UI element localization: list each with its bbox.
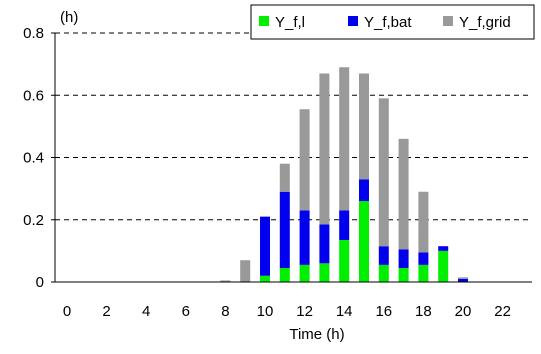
bar-segment-series-2 [398, 138, 409, 250]
legend-entry: Y_f,l [275, 14, 305, 31]
x-axis-label: Time (h) [289, 326, 344, 343]
bar-segment-series-0 [319, 263, 330, 282]
bar-segment-series-2 [299, 109, 310, 211]
legend: Y_f,l Y_f,bat Y_f,grid [250, 4, 535, 40]
x-tick-label: 18 [415, 303, 432, 320]
x-tick-label: 20 [455, 303, 472, 320]
x-tick-label: 10 [257, 303, 274, 320]
bar-segment-series-2 [319, 73, 330, 225]
bar-segment-series-2 [240, 260, 251, 282]
y-tick-label: 0.6 [23, 87, 44, 104]
bar-segment-series-0 [359, 201, 369, 282]
x-tick-label: 6 [182, 303, 190, 320]
legend-entry: Y_f,bat [364, 14, 412, 31]
legend-entry: Y_f,grid [459, 14, 511, 31]
bar-segment-series-1 [418, 252, 429, 265]
bar-segment-series-2 [359, 73, 369, 180]
x-tick-label: 4 [142, 303, 150, 320]
y-tick-label: 0 [36, 274, 44, 291]
bar-segment-series-0 [299, 264, 310, 282]
x-tick-labels: 0 2 4 6 8 10 12 14 16 18 20 22 [63, 303, 511, 320]
y-tick-label: 0.2 [23, 212, 44, 229]
y-tick-label: 0.8 [23, 25, 44, 42]
bars [220, 67, 468, 282]
bar-segment-series-1 [299, 210, 310, 265]
bar-segment-series-1 [398, 249, 409, 268]
bar-segment-series-2 [418, 191, 429, 253]
x-tick-label: 8 [221, 303, 229, 320]
bar-segment-series-2 [220, 280, 231, 282]
bar-segment-series-1 [279, 191, 290, 268]
bar-segment-series-1 [319, 224, 330, 264]
bar-segment-series-1 [458, 278, 468, 282]
x-tick-label: 16 [375, 303, 392, 320]
bar-segment-series-1 [339, 210, 350, 240]
bar-segment-series-0 [339, 239, 350, 282]
bar-segment-series-1 [378, 246, 389, 265]
bar-segment-series-0 [418, 264, 429, 282]
bar-segment-series-0 [398, 267, 409, 282]
x-tick-label: 2 [102, 303, 110, 320]
x-tick-label: 12 [296, 303, 313, 320]
y-axis-label: (h) [60, 9, 78, 26]
y-tick-labels: 0 0.2 0.4 0.6 0.8 [23, 25, 44, 291]
legend-swatch [443, 16, 453, 26]
x-tick-label: 14 [336, 303, 353, 320]
x-tick-label: 0 [63, 303, 71, 320]
legend-swatch [259, 16, 269, 26]
legend-swatch [348, 16, 358, 26]
bar-segment-series-1 [359, 179, 369, 202]
legend-box [250, 4, 535, 40]
gridlines [55, 32, 532, 221]
bar-segment-series-2 [279, 163, 290, 192]
bar-segment-series-0 [260, 275, 270, 282]
bar-segment-series-0 [378, 264, 389, 282]
bar-segment-series-1 [260, 216, 270, 276]
bar-segment-series-0 [438, 250, 449, 282]
bar-segment-series-2 [378, 98, 389, 247]
axes [51, 32, 532, 283]
bar-segment-series-0 [279, 267, 290, 282]
x-tick-label: 22 [494, 303, 511, 320]
bar-segment-series-2 [458, 277, 468, 279]
bar-segment-series-1 [438, 246, 449, 251]
bar-segment-series-2 [339, 67, 350, 211]
y-tick-label: 0.4 [23, 150, 44, 167]
